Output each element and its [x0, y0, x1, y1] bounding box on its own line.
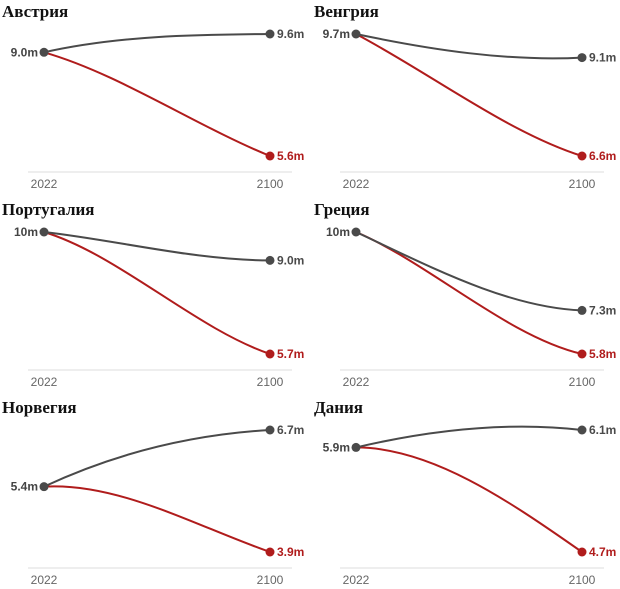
start-value-label: 9.0m	[11, 45, 38, 59]
low-end-label: 5.6m	[277, 149, 304, 163]
low-end-point	[265, 349, 275, 359]
low-end-point	[577, 349, 587, 359]
baseline-end-point	[265, 29, 275, 39]
baseline-series-line	[43, 231, 271, 262]
baseline-end-point	[577, 305, 587, 315]
x-tick-label: 2100	[257, 375, 284, 389]
baseline-end-label: 9.6m	[277, 27, 304, 41]
chart-panel-1: Австрия 2022 2100 9.0m 9.6m 5.6m	[2, 2, 304, 191]
baseline-end-label: 9.1m	[589, 51, 616, 65]
baseline-end-label: 6.1m	[589, 423, 616, 437]
low-end-point	[577, 547, 587, 557]
baseline-end-label: 7.3m	[589, 303, 616, 317]
baseline-end-point	[265, 425, 275, 435]
x-tick-label: 2022	[31, 177, 58, 191]
x-tick-label: 2100	[569, 375, 596, 389]
baseline-series-line	[355, 231, 583, 312]
start-point	[39, 227, 49, 237]
baseline-end-point	[265, 255, 275, 265]
panel-title: Португалия	[2, 200, 94, 219]
chart-panel-5: Норвегия 2022 2100 5.4m 6.7m 3.9m	[2, 398, 304, 587]
chart-panel-6: Дания 2022 2100 5.9m 6.1m 4.7m	[314, 398, 616, 587]
low-series-line	[43, 485, 271, 553]
panel-title: Дания	[314, 398, 363, 417]
baseline-end-point	[577, 53, 587, 63]
baseline-end-label: 9.0m	[277, 253, 304, 267]
x-tick-label: 2100	[257, 573, 284, 587]
baseline-series-line	[355, 33, 583, 60]
start-point	[39, 482, 49, 492]
x-tick-label: 2022	[31, 573, 58, 587]
low-end-label: 3.9m	[277, 545, 304, 559]
low-end-label: 4.7m	[589, 545, 616, 559]
x-tick-label: 2100	[257, 177, 284, 191]
panel-title: Норвегия	[2, 398, 77, 417]
baseline-series-line	[43, 429, 271, 488]
start-value-label: 10m	[14, 225, 38, 239]
baseline-series-line	[43, 33, 271, 54]
low-end-point	[577, 151, 587, 161]
baseline-series-line	[355, 425, 583, 449]
x-tick-label: 2022	[343, 375, 370, 389]
low-end-label: 5.8m	[589, 347, 616, 361]
low-end-point	[265, 547, 275, 557]
baseline-end-label: 6.7m	[277, 423, 304, 437]
start-point	[351, 227, 361, 237]
chart-panel-4: Греция 2022 2100 10m 7.3m 5.8m	[314, 200, 616, 389]
start-point	[351, 442, 361, 452]
x-tick-label: 2022	[31, 375, 58, 389]
x-tick-label: 2022	[343, 177, 370, 191]
low-series-line	[355, 231, 583, 355]
panel-title: Венгрия	[314, 2, 379, 21]
start-point	[351, 29, 361, 39]
x-tick-label: 2100	[569, 177, 596, 191]
low-series-line	[43, 51, 271, 157]
start-value-label: 10m	[326, 225, 350, 239]
start-value-label: 9.7m	[323, 27, 350, 41]
start-value-label: 5.4m	[11, 480, 38, 494]
low-end-label: 5.7m	[277, 347, 304, 361]
low-series-line	[355, 33, 583, 157]
chart-panel-3: Португалия 2022 2100 10m 9.0m 5.7m	[2, 200, 304, 389]
x-tick-label: 2100	[569, 573, 596, 587]
low-series-line	[355, 446, 583, 553]
baseline-end-point	[577, 425, 587, 435]
start-value-label: 5.9m	[323, 440, 350, 454]
low-series-line	[43, 231, 271, 355]
chart-panel-2: Венгрия 2022 2100 9.7m 9.1m 6.6m	[314, 2, 616, 191]
start-point	[39, 47, 49, 57]
low-end-point	[265, 151, 275, 161]
low-end-label: 6.6m	[589, 149, 616, 163]
x-tick-label: 2022	[343, 573, 370, 587]
panel-title: Австрия	[2, 2, 68, 21]
panel-title: Греция	[314, 200, 370, 219]
